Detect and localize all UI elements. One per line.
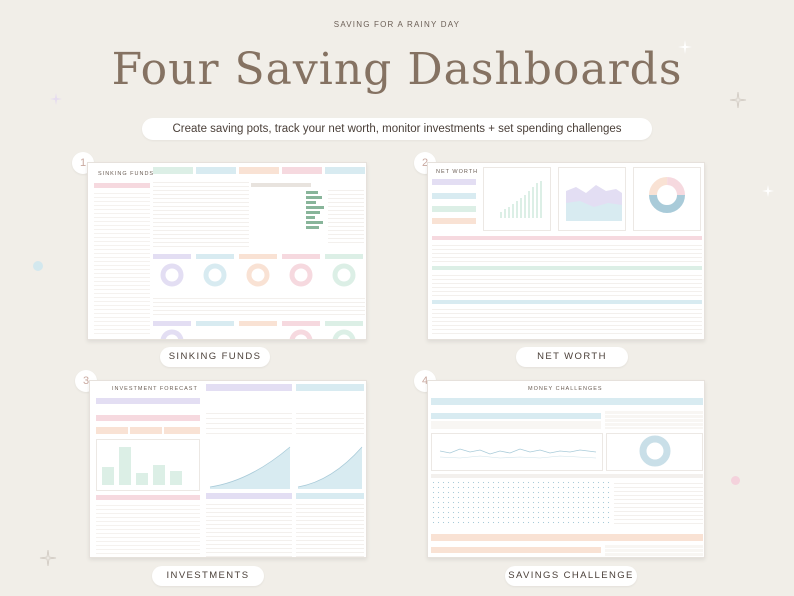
funds-table [153,179,249,249]
savings-challenge-dashboard: MONEY CHALLENGES [427,380,705,558]
input-box [130,427,162,434]
summary-box [432,179,476,185]
summary-box [282,167,322,174]
fund-details [153,295,365,315]
sparkle-icon [39,549,57,567]
fund-card-header [239,321,277,326]
summary-box [239,167,279,174]
overview-table [206,409,292,437]
table-header [432,236,702,240]
assets-area [566,185,622,221]
forecast-table [296,501,364,557]
donut-chart [203,263,227,287]
dot-icon [731,476,740,485]
investment-table [96,502,200,554]
panel-label-savings-challenge: SAVINGS CHALLENGE [505,566,637,586]
sheet-title: INVESTMENT FORECAST [112,386,198,392]
donut-chart [160,329,184,339]
sheet-title: NET WORTH [436,169,479,175]
net-worth-chart [483,167,551,231]
challenge-setup-bar [431,547,601,553]
investments-table [432,306,702,334]
table-header [432,300,702,304]
liabilities-table [432,272,702,298]
funds-overview-header [251,183,311,187]
fund-card-header [196,321,234,326]
donut-chart [289,263,313,287]
overview-table [296,409,364,437]
sparkle-icon [678,40,692,54]
donut-chart [332,263,356,287]
challenge-table [614,480,703,526]
donut-chart [332,329,356,339]
panel-label-investments: INVESTMENTS [152,566,264,586]
funds-table-right [328,187,364,245]
net-worth-dashboard: NET WORTH [427,162,705,340]
subtitle-pill: Create saving pots, track your net worth… [142,118,652,140]
left-table [94,190,150,335]
column-header [296,384,364,391]
challenge-summary [605,545,703,557]
sheet-title: SINKING FUNDS [98,171,155,177]
fund-card-header [153,254,191,259]
challenge-summary [605,411,703,429]
savings-line-chart [439,448,597,459]
asset-distribution-chart [633,167,701,231]
page-title: Four Saving Dashboards [111,44,683,95]
donut-chart [246,263,270,287]
grid-header [431,474,703,478]
sparkle-icon [762,185,774,197]
fund-card-header [325,321,363,326]
summary-box [432,206,476,212]
assets-liabilities-chart [558,167,626,231]
sinking-funds-dashboard: SINKING FUNDS [87,162,367,340]
input-box [96,427,128,434]
summary-box [153,167,193,174]
summary-box [432,218,476,224]
fund-card-header [282,254,320,259]
donut-frame [606,433,703,471]
sparkle-icon [50,93,62,105]
column-header [206,384,292,391]
table-header [296,493,364,499]
asset-donut [649,177,685,213]
challenge-setup-bar [431,413,601,419]
challenge-donut [639,435,671,467]
fund-card-header [153,321,191,326]
challenge-input [431,421,601,429]
fund-card-header [196,254,234,259]
assets-table [432,242,702,264]
growth-chart [209,446,291,489]
table-header [432,266,702,270]
panel-label-net-worth: NET WORTH [516,347,628,367]
line-chart-frame [431,433,603,471]
start-date-box [96,398,200,404]
fund-card-header [282,321,320,326]
table-header [206,493,292,499]
challenge-header [431,398,703,405]
forecast-table [206,501,292,557]
sparkle-icon [729,91,747,109]
chart-frame [96,439,200,491]
donut-chart [289,329,313,339]
summary-box [325,167,365,174]
challenge-grid [431,480,611,526]
donut-chart [160,263,184,287]
fund-card-header [325,254,363,259]
estimated-value-box [96,415,200,421]
input-box [164,427,200,434]
investments-dashboard: INVESTMENT FORECAST [89,380,367,558]
summary-box [196,167,236,174]
fund-card-header [239,254,277,259]
challenge-header [431,534,703,541]
table-header [96,495,200,500]
left-table-header [94,183,150,188]
growth-chart [297,446,363,489]
summary-box [432,193,476,199]
eyebrow-text: SAVING FOR A RAINY DAY [333,20,461,29]
dot-icon [33,261,43,271]
panel-label-sinking-funds: SINKING FUNDS [160,347,270,367]
sheet-title: MONEY CHALLENGES [528,386,603,392]
